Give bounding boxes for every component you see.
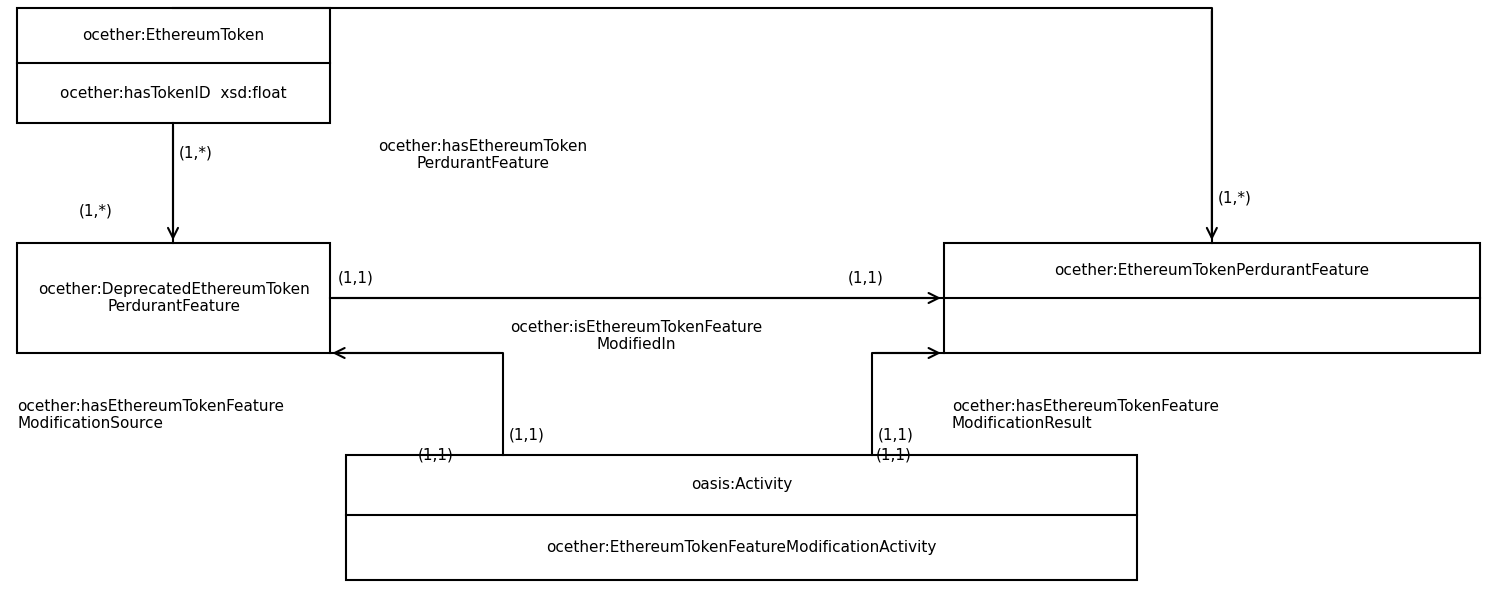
Text: (1,*): (1,*) [78, 203, 112, 219]
Bar [347, 455, 1137, 580]
Text: (1,*): (1,*) [1218, 191, 1252, 205]
Bar [18, 243, 330, 353]
Text: ocether:hasTokenID  xsd:float: ocether:hasTokenID xsd:float [60, 86, 287, 100]
Text: oasis:Activity: oasis:Activity [692, 477, 792, 493]
Text: ocether:hasEthereumToken
PerdurantFeature: ocether:hasEthereumToken PerdurantFeatur… [378, 139, 587, 171]
Text: (1,1): (1,1) [509, 428, 545, 443]
Text: (1,1): (1,1) [849, 270, 884, 286]
Text: (1,1): (1,1) [878, 428, 914, 443]
Text: (1,1): (1,1) [417, 447, 453, 462]
Text: (1,1): (1,1) [875, 447, 911, 462]
Text: ocether:EthereumToken: ocether:EthereumToken [82, 28, 264, 43]
Text: ocether:hasEthereumTokenFeature
ModificationSource: ocether:hasEthereumTokenFeature Modifica… [18, 399, 284, 431]
Text: (1,1): (1,1) [338, 270, 374, 286]
Bar [944, 243, 1481, 353]
Text: ocether:hasEthereumTokenFeature
ModificationResult: ocether:hasEthereumTokenFeature Modifica… [952, 399, 1219, 431]
Text: ocether:DeprecatedEthereumToken
PerdurantFeature: ocether:DeprecatedEthereumToken Perduran… [37, 282, 309, 314]
Text: ocether:isEthereumTokenFeature
ModifiedIn: ocether:isEthereumTokenFeature ModifiedI… [511, 320, 763, 352]
Bar [18, 8, 330, 123]
Text: ocether:EthereumTokenPerdurantFeature: ocether:EthereumTokenPerdurantFeature [1055, 263, 1370, 278]
Text: ocether:EthereumTokenFeatureModificationActivity: ocether:EthereumTokenFeatureModification… [547, 540, 937, 555]
Text: (1,*): (1,*) [179, 146, 212, 161]
